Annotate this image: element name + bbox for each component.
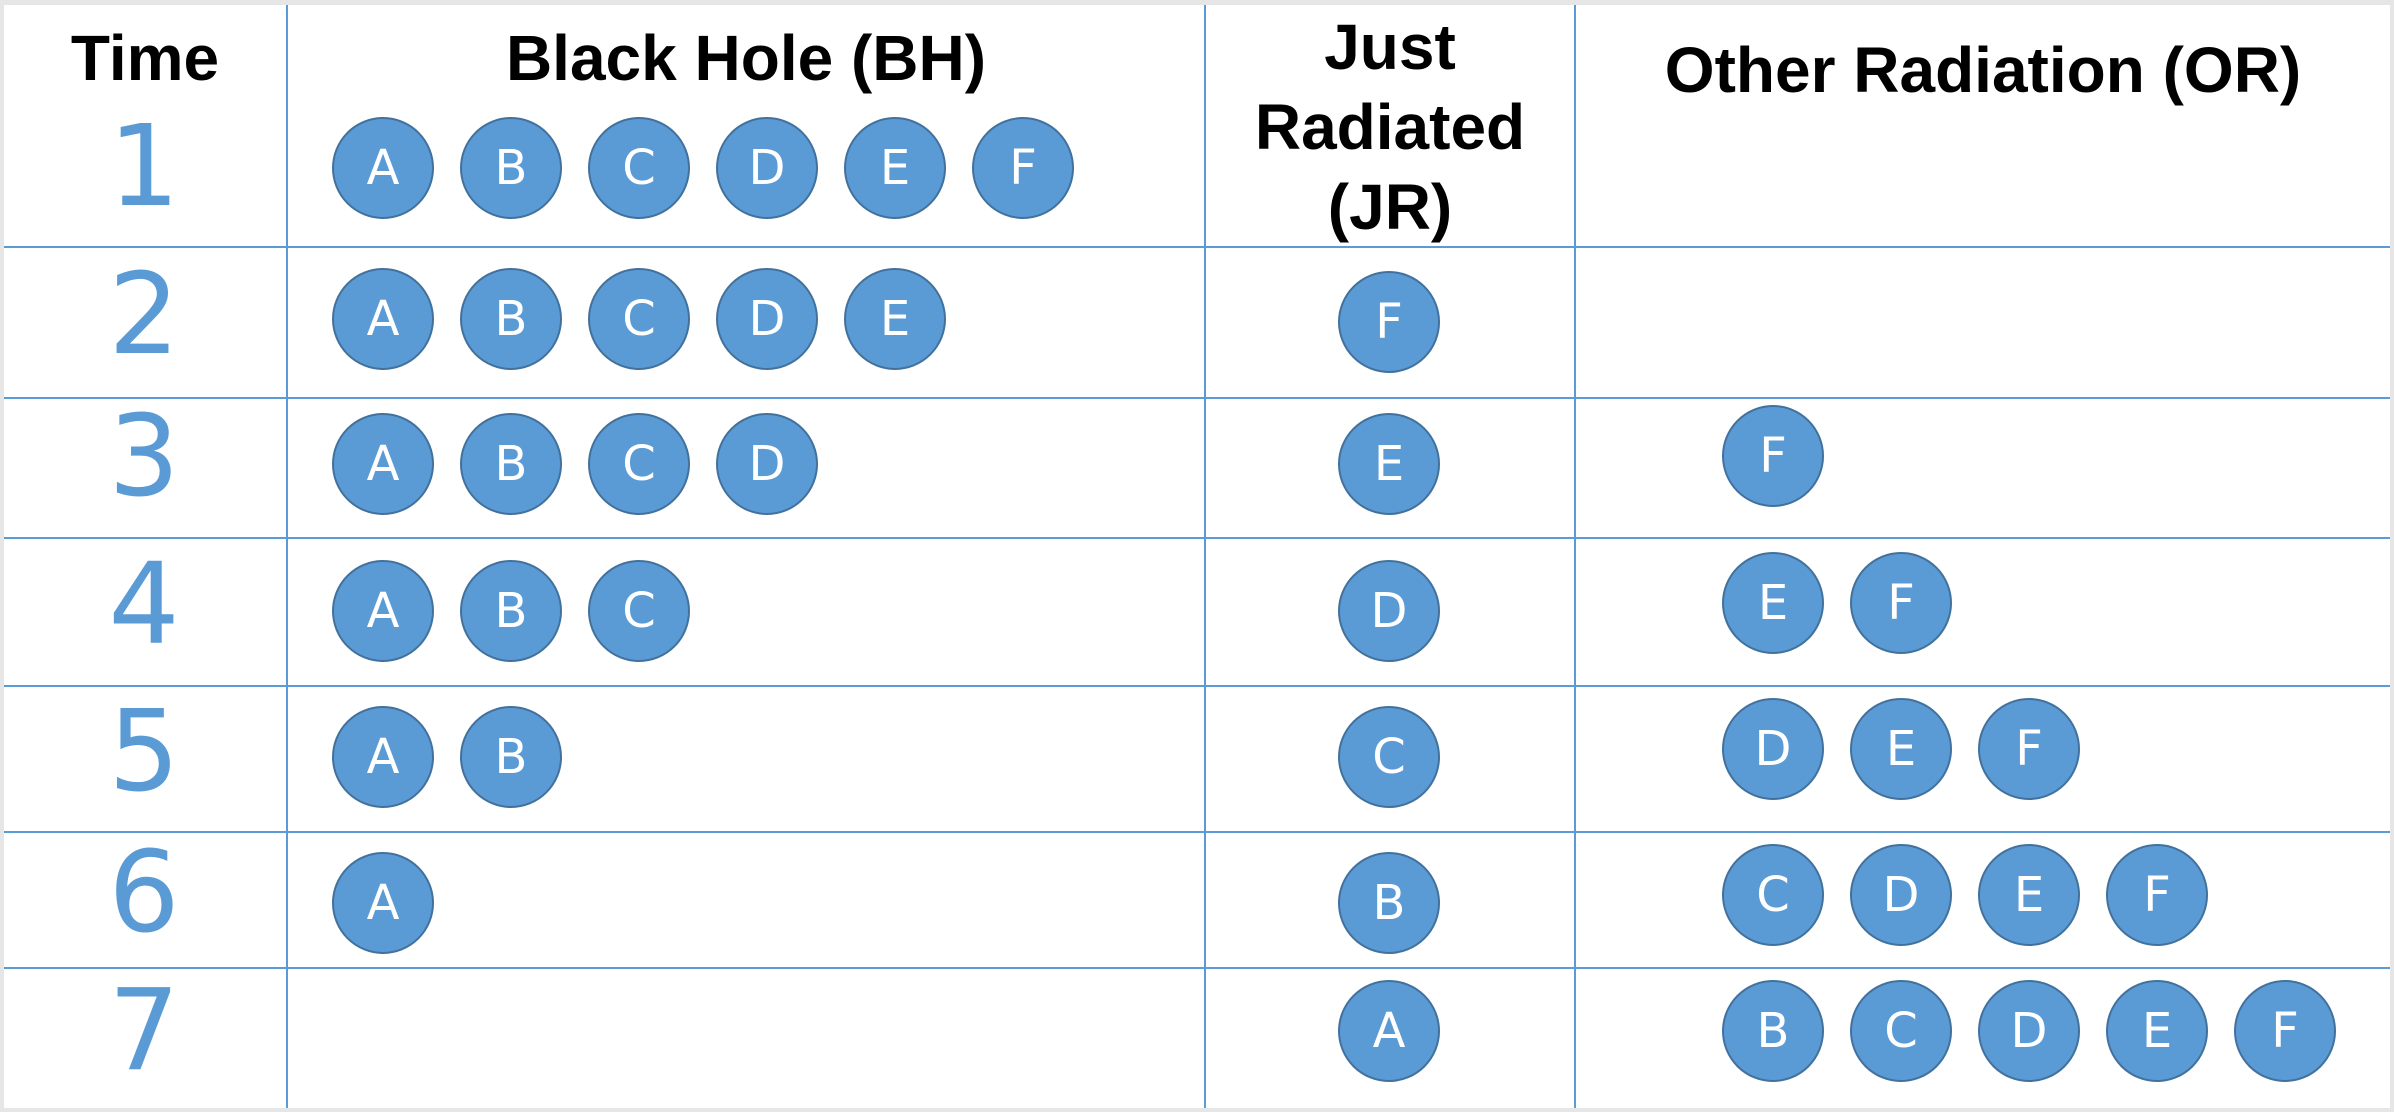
black-hole-particle: C: [588, 268, 690, 370]
row-divider: [4, 246, 2390, 248]
black-hole-particle: B: [460, 560, 562, 662]
black-hole-particle: E: [844, 117, 946, 219]
other-radiation-particle: E: [1850, 698, 1952, 800]
other-radiation-particle: B: [1722, 980, 1824, 1082]
black-hole-particle: D: [716, 268, 818, 370]
other-radiation-particle: D: [1722, 698, 1824, 800]
header-just-radiated: Just Radiated (JR): [1206, 7, 1574, 247]
black-hole-particle: A: [332, 413, 434, 515]
black-hole-particle: A: [332, 852, 434, 954]
just-radiated-particle: D: [1338, 560, 1440, 662]
other-radiation-particle: F: [1978, 698, 2080, 800]
black-hole-particle: A: [332, 268, 434, 370]
just-radiated-particle: B: [1338, 852, 1440, 954]
other-radiation-particle: C: [1850, 980, 1952, 1082]
black-hole-particle: C: [588, 117, 690, 219]
other-radiation-particle: F: [1722, 405, 1824, 507]
other-radiation-particle: F: [2106, 844, 2208, 946]
just-radiated-particle: C: [1338, 706, 1440, 808]
header-just-radiated-line: Just: [1324, 11, 1456, 83]
black-hole-particle: B: [460, 706, 562, 808]
other-radiation-particle: E: [2106, 980, 2208, 1082]
just-radiated-particle: E: [1338, 413, 1440, 515]
black-hole-particle: B: [460, 413, 562, 515]
other-radiation-particle: F: [2234, 980, 2336, 1082]
black-hole-particle: B: [460, 268, 562, 370]
black-hole-particle: E: [844, 268, 946, 370]
column-divider: [286, 5, 288, 1108]
header-just-radiated-line: (JR): [1327, 171, 1453, 243]
header-other-radiation: Other Radiation (OR): [1664, 34, 2302, 106]
row-divider: [4, 967, 2390, 969]
black-hole-particle: A: [332, 117, 434, 219]
black-hole-particle: D: [716, 117, 818, 219]
row-divider: [4, 397, 2390, 399]
time-step-number: 4: [108, 540, 180, 670]
black-hole-particle: F: [972, 117, 1074, 219]
time-step-number: 3: [108, 392, 180, 522]
column-divider: [1204, 5, 1206, 1108]
other-radiation-particle: C: [1722, 844, 1824, 946]
just-radiated-particle: F: [1338, 271, 1440, 373]
time-step-number: 6: [108, 828, 180, 958]
time-step-number: 5: [108, 687, 180, 817]
time-step-number: 2: [108, 250, 180, 380]
black-hole-particle: A: [332, 706, 434, 808]
black-hole-particle: A: [332, 560, 434, 662]
header-just-radiated-line: Radiated: [1254, 91, 1526, 163]
other-radiation-particle: D: [1850, 844, 1952, 946]
other-radiation-particle: F: [1850, 552, 1952, 654]
black-hole-particle: D: [716, 413, 818, 515]
header-time: Time: [70, 22, 220, 94]
row-divider: [4, 831, 2390, 833]
header-black-hole: Black Hole (BH): [505, 22, 987, 94]
column-divider: [1574, 5, 1576, 1108]
row-divider: [4, 685, 2390, 687]
black-hole-particle: B: [460, 117, 562, 219]
radiation-table: Time Black Hole (BH) Just Radiated (JR) …: [4, 5, 2390, 1108]
time-step-number: 1: [108, 102, 180, 232]
black-hole-particle: C: [588, 413, 690, 515]
other-radiation-particle: E: [1722, 552, 1824, 654]
black-hole-particle: C: [588, 560, 690, 662]
row-divider: [4, 537, 2390, 539]
just-radiated-particle: A: [1338, 980, 1440, 1082]
time-step-number: 7: [108, 966, 180, 1096]
other-radiation-particle: E: [1978, 844, 2080, 946]
other-radiation-particle: D: [1978, 980, 2080, 1082]
